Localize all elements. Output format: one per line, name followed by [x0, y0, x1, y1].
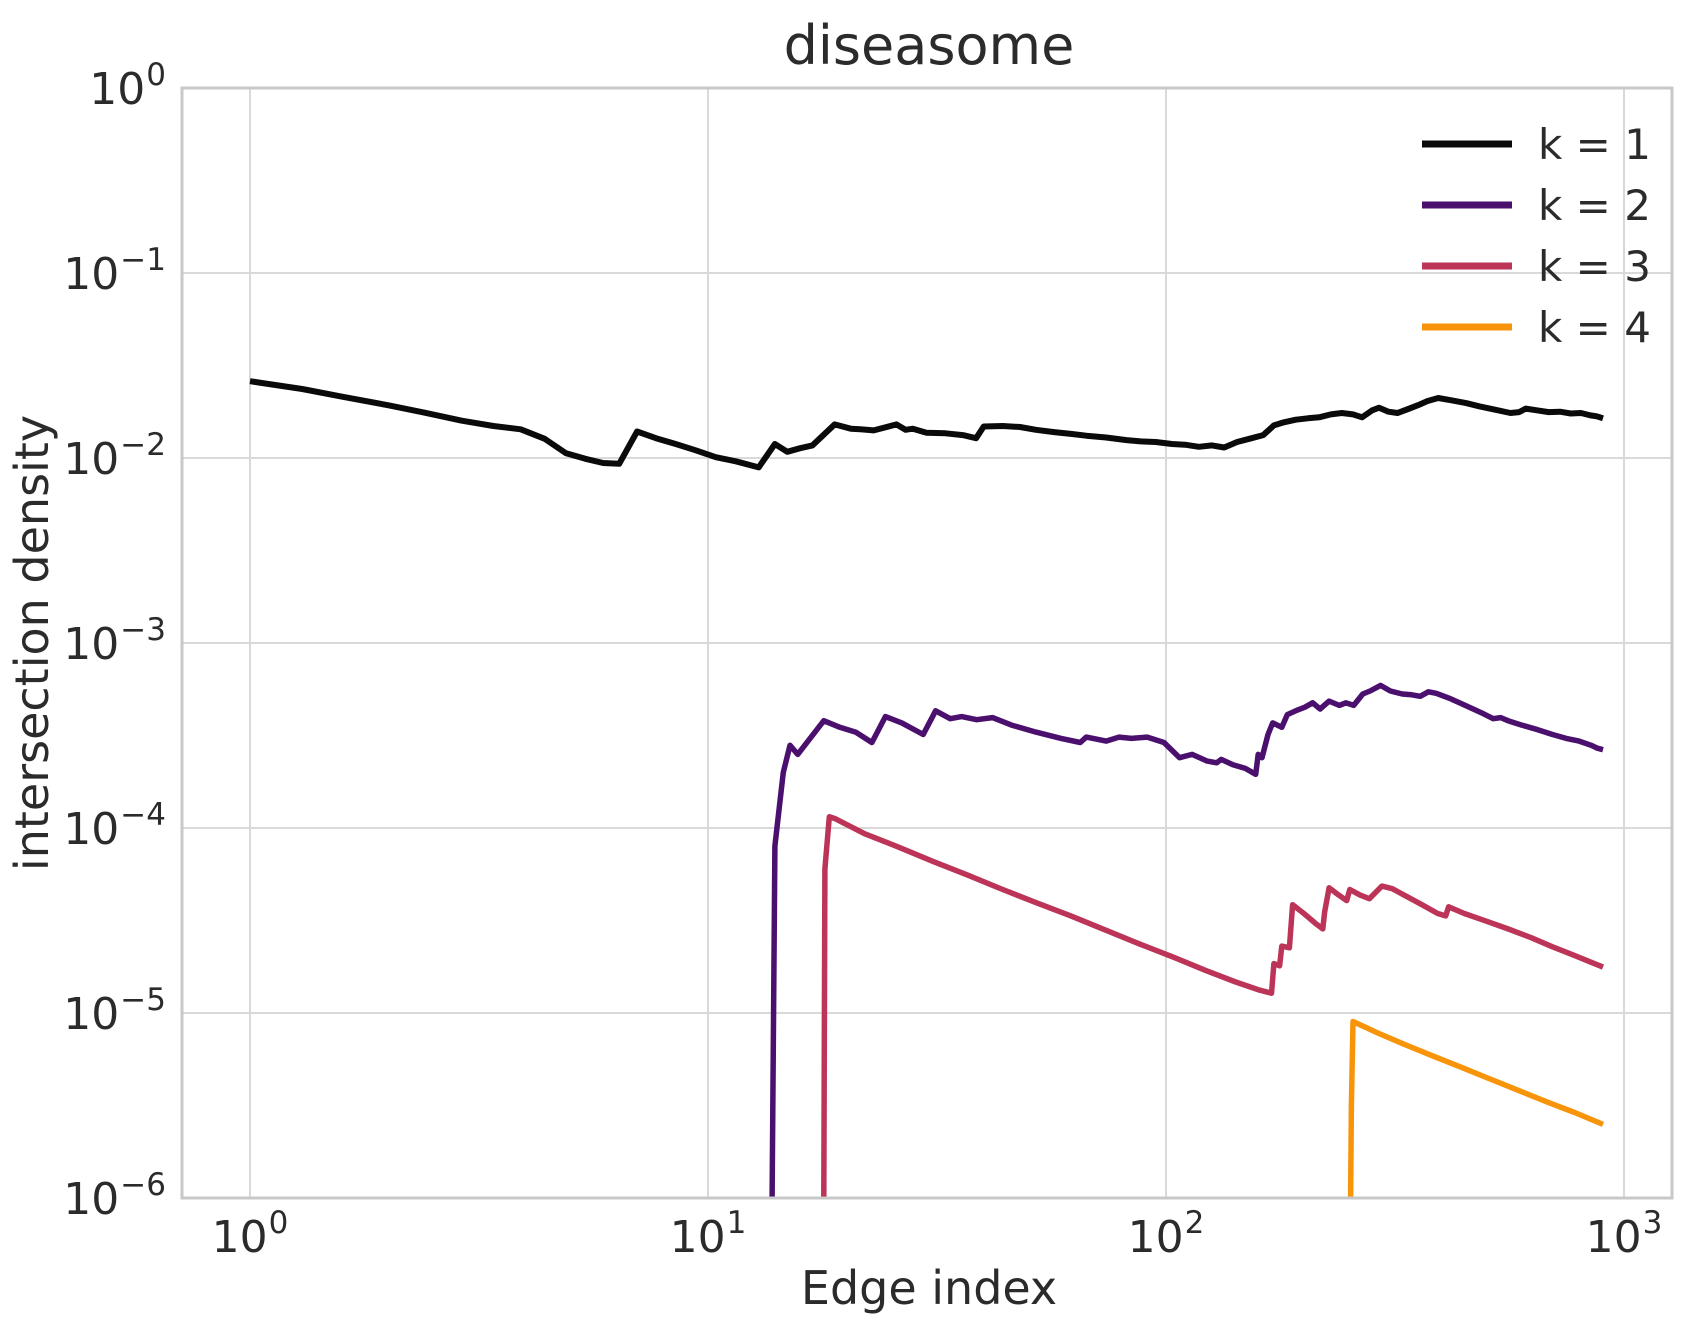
legend-item: k = 4	[1422, 303, 1651, 352]
x-axis-ticks: 100 101 102 103	[212, 1205, 1663, 1263]
legend-label: k = 4	[1538, 303, 1651, 352]
x-tick-label: 102	[1128, 1205, 1205, 1263]
x-tick-label: 100	[212, 1205, 289, 1263]
series-line-2	[769, 682, 1604, 1198]
y-tick-label: 10−2	[63, 427, 166, 485]
series-line-4	[1347, 1018, 1605, 1198]
legend-label: k = 3	[1538, 242, 1651, 291]
series-line-3	[821, 814, 1605, 1198]
x-tick-label: 103	[1586, 1205, 1663, 1263]
legend-item: k = 3	[1422, 242, 1651, 291]
y-axis-ticks: 100 10−1 10−2 10−3 10−4 10−5 10−6	[63, 57, 166, 1225]
y-tick-label: 10−5	[63, 982, 166, 1040]
plot-border	[180, 86, 1674, 1200]
y-tick-label: 10−3	[63, 612, 166, 670]
y-tick-label: 10−1	[63, 242, 166, 300]
series-group	[249, 378, 1605, 1198]
series-line-1	[249, 378, 1604, 471]
y-tick-label: 10−6	[63, 1167, 166, 1225]
legend: k = 1 k = 2 k = 3 k = 4	[1422, 120, 1651, 352]
x-axis-label: Edge index	[801, 1261, 1057, 1315]
chart-title: diseasome	[784, 14, 1075, 77]
y-tick-label: 10−4	[63, 797, 166, 855]
legend-label: k = 2	[1538, 181, 1651, 230]
legend-item: k = 2	[1422, 181, 1651, 230]
y-axis-label: intersection density	[5, 415, 59, 871]
legend-label: k = 1	[1538, 120, 1651, 169]
legend-item: k = 1	[1422, 120, 1651, 169]
y-tick-label: 100	[89, 57, 166, 115]
x-tick-label: 101	[670, 1205, 747, 1263]
